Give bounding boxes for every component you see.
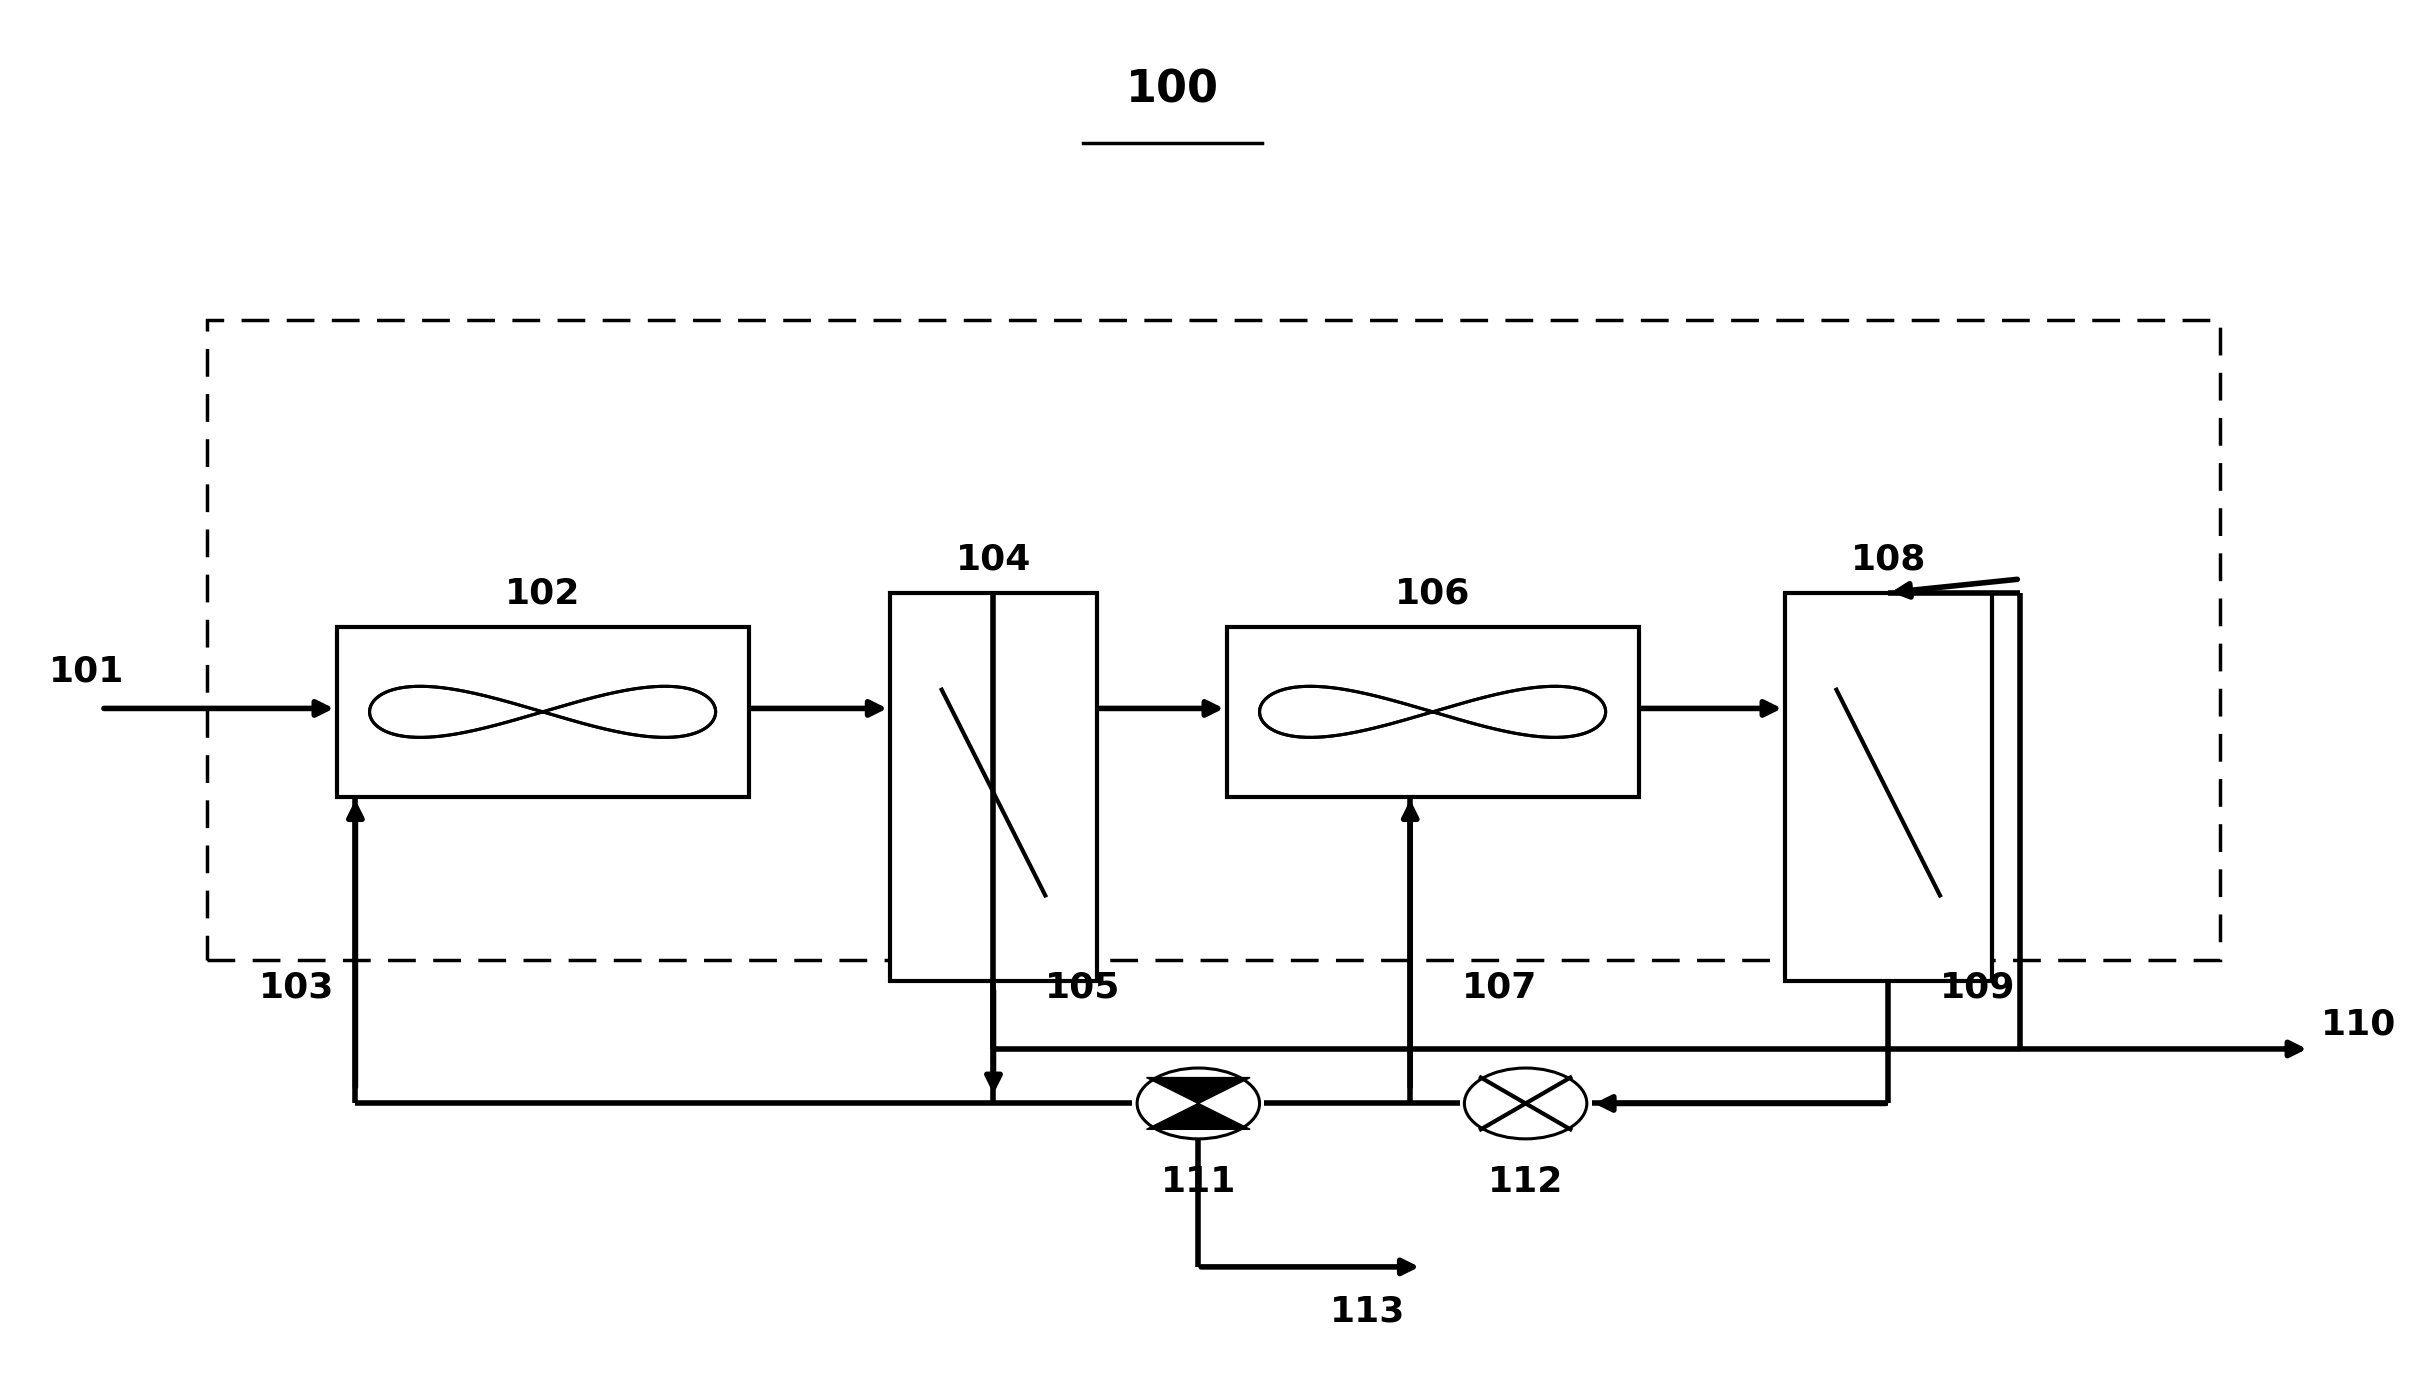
Text: 109: 109 [1939, 970, 2016, 1004]
Bar [1228, 626, 1638, 797]
Text: 103: 103 [258, 970, 335, 1004]
Text: 101: 101 [48, 654, 125, 688]
Circle shape [1464, 1068, 1587, 1139]
Text: 106: 106 [1394, 577, 1471, 611]
Text: 107: 107 [1462, 970, 1536, 1004]
Text: 110: 110 [2320, 1007, 2398, 1042]
Circle shape [1136, 1068, 1259, 1139]
Text: 105: 105 [1044, 970, 1122, 1004]
Text: 113: 113 [1329, 1295, 1406, 1328]
Text: 100: 100 [1126, 69, 1218, 111]
Text: 102: 102 [504, 577, 581, 611]
Bar [890, 593, 1097, 981]
Text: 111: 111 [1160, 1164, 1235, 1198]
Polygon shape [1146, 1077, 1249, 1130]
Bar [207, 321, 2219, 960]
Text: 108: 108 [1850, 542, 1925, 577]
Bar [338, 626, 748, 797]
Text: 104: 104 [955, 542, 1032, 577]
Text: 112: 112 [1488, 1164, 1563, 1198]
Bar [1785, 593, 1992, 981]
